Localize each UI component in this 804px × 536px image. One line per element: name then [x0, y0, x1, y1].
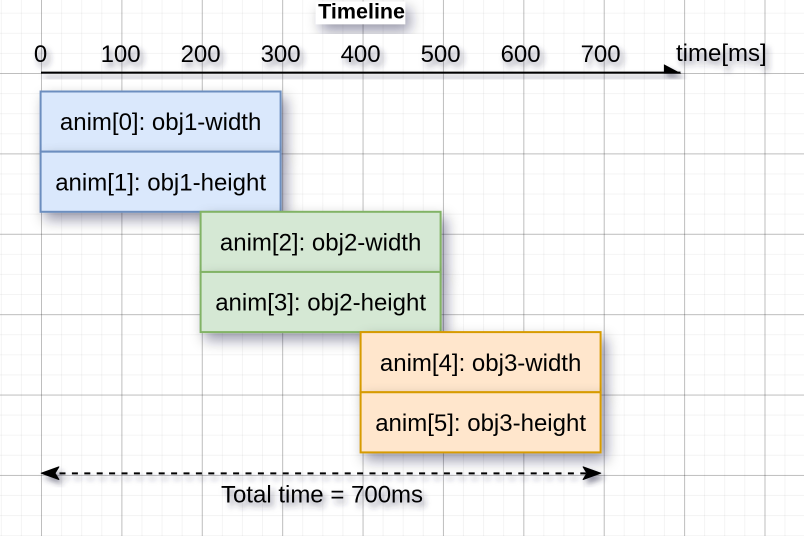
svg-text:anim[1]: obj1-height: anim[1]: obj1-height [55, 169, 266, 196]
svg-text:Total time = 700ms: Total time = 700ms [221, 481, 423, 508]
svg-text:500: 500 [421, 41, 461, 68]
svg-text:600: 600 [501, 41, 541, 68]
svg-text:100: 100 [101, 41, 141, 68]
svg-text:300: 300 [261, 41, 301, 68]
svg-text:Timeline: Timeline [318, 0, 405, 24]
svg-text:time[ms]: time[ms] [676, 40, 767, 67]
svg-text:anim[5]: obj3-height: anim[5]: obj3-height [375, 410, 586, 437]
svg-text:200: 200 [181, 41, 221, 68]
svg-text:anim[2]: obj2-width: anim[2]: obj2-width [220, 230, 421, 257]
svg-text:anim[0]: obj1-width: anim[0]: obj1-width [60, 109, 261, 136]
svg-text:700: 700 [581, 41, 621, 68]
svg-text:anim[4]: obj3-width: anim[4]: obj3-width [380, 350, 581, 377]
svg-text:400: 400 [341, 41, 381, 68]
svg-text:0: 0 [34, 41, 47, 68]
svg-text:anim[3]: obj2-height: anim[3]: obj2-height [215, 290, 426, 317]
